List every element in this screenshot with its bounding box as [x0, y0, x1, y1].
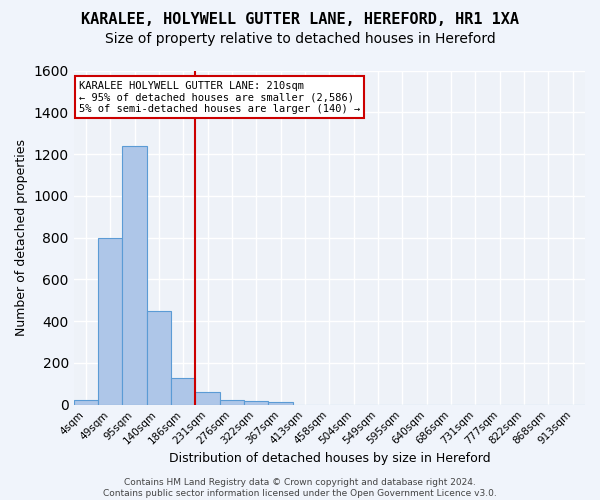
- Y-axis label: Number of detached properties: Number of detached properties: [15, 139, 28, 336]
- Bar: [147, 310, 171, 404]
- Bar: [171, 378, 196, 404]
- Bar: [122, 146, 147, 404]
- X-axis label: Distribution of detached houses by size in Hereford: Distribution of detached houses by size …: [169, 452, 490, 465]
- Text: Size of property relative to detached houses in Hereford: Size of property relative to detached ho…: [104, 32, 496, 46]
- Bar: [98, 238, 122, 404]
- Bar: [220, 400, 244, 404]
- Text: KARALEE HOLYWELL GUTTER LANE: 210sqm
← 95% of detached houses are smaller (2,586: KARALEE HOLYWELL GUTTER LANE: 210sqm ← 9…: [79, 80, 360, 114]
- Text: Contains HM Land Registry data © Crown copyright and database right 2024.
Contai: Contains HM Land Registry data © Crown c…: [103, 478, 497, 498]
- Bar: [74, 400, 98, 404]
- Bar: [268, 402, 293, 404]
- Text: KARALEE, HOLYWELL GUTTER LANE, HEREFORD, HR1 1XA: KARALEE, HOLYWELL GUTTER LANE, HEREFORD,…: [81, 12, 519, 28]
- Bar: [244, 401, 268, 404]
- Bar: [196, 392, 220, 404]
